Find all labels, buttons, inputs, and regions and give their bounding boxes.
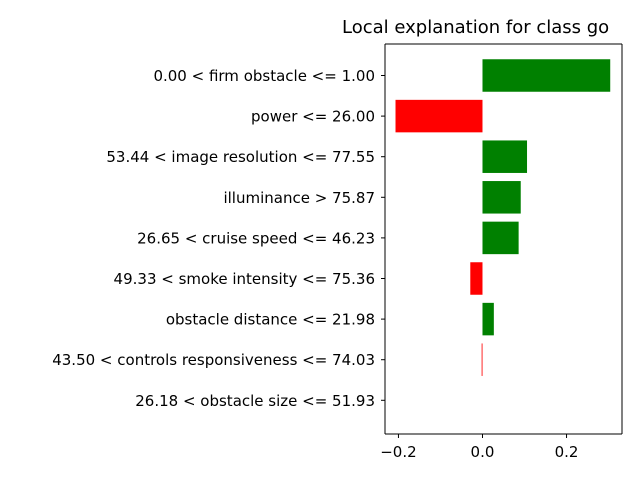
category-label: 49.33 < smoke intensity <= 75.36 [114, 270, 375, 288]
bar-5 [482, 221, 519, 255]
x-tick-label: −0.2 [380, 443, 416, 461]
bar-6 [470, 262, 483, 295]
category-label: power <= 26.00 [251, 108, 375, 126]
chart-title: Local explanation for class go [342, 17, 609, 38]
x-tick-label: 0.0 [471, 443, 495, 461]
category-label: obstacle distance <= 21.98 [166, 311, 375, 329]
bars-group [395, 59, 611, 376]
bar-8 [481, 343, 483, 376]
axes-frame [384, 43, 623, 435]
category-labels-group: 0.00 < firm obstacle <= 1.00 power <= 26.… [52, 67, 385, 410]
x-ticks-group: −0.2 0.0 0.2 [380, 434, 578, 461]
bar-2 [395, 99, 483, 133]
bar-4 [482, 181, 521, 214]
category-label: 26.18 < obstacle size <= 51.93 [135, 392, 375, 410]
category-label: 0.00 < firm obstacle <= 1.00 [153, 67, 375, 85]
category-label: illuminance > 75.87 [223, 189, 375, 207]
category-label: 43.50 < controls responsiveness <= 74.03 [52, 351, 375, 369]
category-label: 53.44 < image resolution <= 77.55 [106, 148, 375, 166]
bar-7 [482, 302, 494, 336]
bar-1 [482, 59, 611, 92]
x-tick-label: 0.2 [555, 443, 579, 461]
category-label: 26.65 < cruise speed <= 46.23 [137, 229, 375, 247]
bar-3 [482, 140, 528, 173]
